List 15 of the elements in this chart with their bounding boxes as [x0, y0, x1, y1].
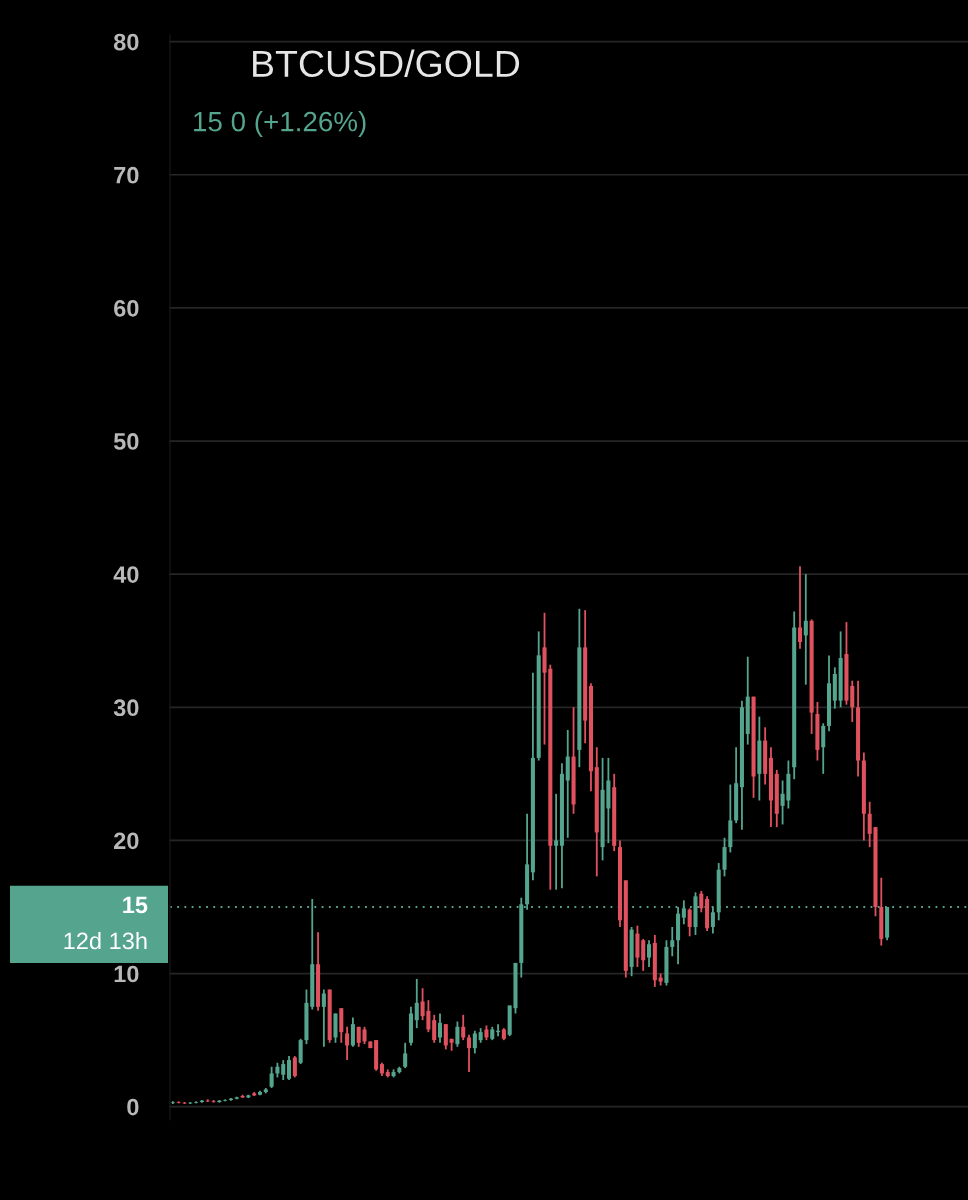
y-tick-label: 70 [114, 166, 139, 184]
y-tick-label: 0 [127, 1098, 139, 1116]
y-tick-label: 30 [113, 699, 139, 717]
candlestick [333, 1012, 338, 1044]
text: 12d 13h [64, 931, 147, 950]
y-tick-label: 10 [114, 965, 139, 983]
ref-line-label: 15 [123, 896, 148, 914]
candlestick [722, 836, 727, 878]
y-tick-label: 60 [114, 299, 139, 317]
y-tick-label: 80 [113, 33, 139, 51]
chart-title: BTCUSD/GOLD [253, 49, 520, 78]
y-tick-label: 50 [113, 433, 139, 450]
y-tick-label: 40 [113, 566, 139, 583]
text: 15 0 (+1.26%) [194, 111, 366, 137]
y-tick-label: 20 [114, 832, 139, 850]
